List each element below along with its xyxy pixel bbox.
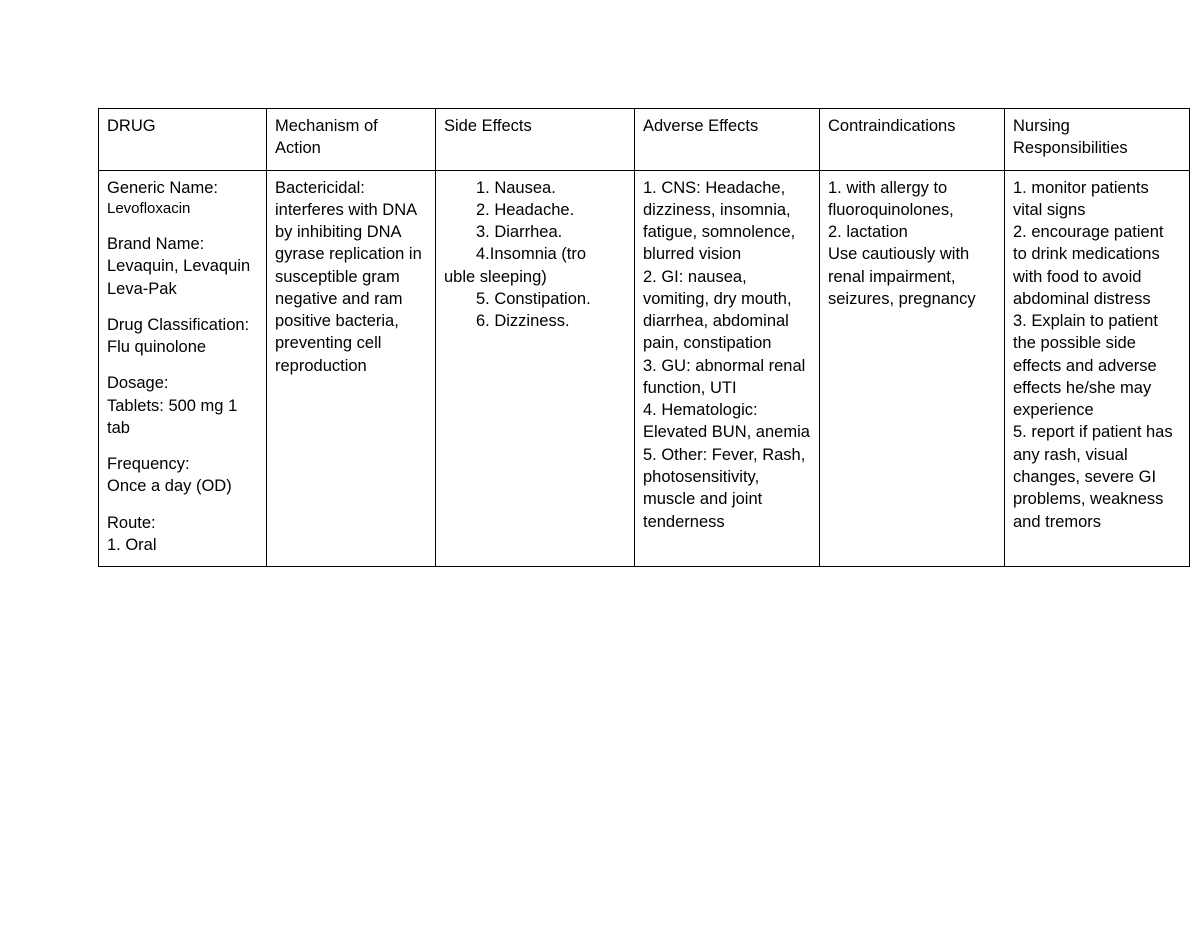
classification-label: Drug Classification: bbox=[107, 314, 258, 336]
header-side-effects: Side Effects bbox=[436, 109, 635, 171]
table-header-row: DRUG Mechanism of Action Side Effects Ad… bbox=[99, 109, 1190, 171]
route-value: 1. Oral bbox=[107, 534, 258, 556]
cell-moa: Bactericidal: interferes with DNA by inh… bbox=[267, 170, 436, 567]
spacer bbox=[107, 358, 258, 372]
spacer bbox=[107, 439, 258, 453]
se-item: 5. Constipation. bbox=[444, 288, 626, 310]
se-item: 6. Dizziness. bbox=[444, 310, 626, 332]
header-contraindications: Contraindications bbox=[820, 109, 1005, 171]
spacer bbox=[107, 498, 258, 512]
cell-nursing: 1. monitor patients vital signs 2. encou… bbox=[1005, 170, 1190, 567]
generic-name-label: Generic Name: bbox=[107, 177, 258, 199]
drug-table: DRUG Mechanism of Action Side Effects Ad… bbox=[98, 108, 1190, 567]
frequency-label: Frequency: bbox=[107, 453, 258, 475]
cell-contraindications: 1. with allergy to fluoroquinolones, 2. … bbox=[820, 170, 1005, 567]
se-item: 1. Nausea. bbox=[444, 177, 626, 199]
header-adverse-effects: Adverse Effects bbox=[635, 109, 820, 171]
dosage-label: Dosage: bbox=[107, 372, 258, 394]
header-nursing: Nursing Responsibilities bbox=[1005, 109, 1190, 171]
document-page: DRUG Mechanism of Action Side Effects Ad… bbox=[0, 0, 1200, 567]
se-item: 2. Headache. bbox=[444, 199, 626, 221]
generic-name-value: Levofloxacin bbox=[107, 199, 258, 219]
spacer bbox=[107, 219, 258, 233]
header-moa: Mechanism of Action bbox=[267, 109, 436, 171]
cell-side-effects: 1. Nausea. 2. Headache. 3. Diarrhea. 4.I… bbox=[436, 170, 635, 567]
se-item: 3. Diarrhea. bbox=[444, 221, 626, 243]
header-drug: DRUG bbox=[99, 109, 267, 171]
spacer bbox=[107, 300, 258, 314]
cell-adverse-effects: 1. CNS: Headache, dizziness, insomnia, f… bbox=[635, 170, 820, 567]
brand-name-label: Brand Name: bbox=[107, 233, 258, 255]
cell-drug: Generic Name: Levofloxacin Brand Name: L… bbox=[99, 170, 267, 567]
dosage-value: Tablets: 500 mg 1 tab bbox=[107, 395, 258, 440]
brand-name-value: Levaquin, Levaquin Leva-Pak bbox=[107, 255, 258, 300]
route-label: Route: bbox=[107, 512, 258, 534]
se-item-wrap: uble sleeping) bbox=[444, 266, 626, 288]
frequency-value: Once a day (OD) bbox=[107, 475, 258, 497]
classification-value: Flu quinolone bbox=[107, 336, 258, 358]
se-item: 4.Insomnia (tro bbox=[444, 243, 626, 265]
table-row: Generic Name: Levofloxacin Brand Name: L… bbox=[99, 170, 1190, 567]
